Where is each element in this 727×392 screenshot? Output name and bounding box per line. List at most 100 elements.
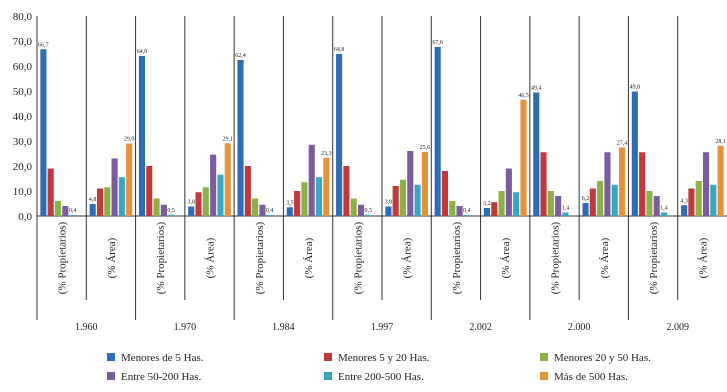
x-group-label: 2.002 <box>469 322 492 333</box>
bar <box>308 144 315 216</box>
bar <box>520 99 527 216</box>
legend-label: Entre 200-500 Has. <box>338 371 424 383</box>
bar <box>343 166 350 216</box>
data-label: 3,8 <box>188 200 196 206</box>
data-label: 64,0 <box>137 49 148 55</box>
bar <box>618 147 626 216</box>
bar <box>717 145 724 216</box>
x-category-label: (% Propietarios) <box>155 221 167 294</box>
bar <box>217 174 224 216</box>
x-category-label: (% Área) <box>697 237 709 278</box>
data-label: 0,5 <box>167 208 175 214</box>
bar <box>224 143 231 216</box>
x-group-label: 1.984 <box>272 322 295 333</box>
data-label: 62,4 <box>235 53 246 59</box>
legend-swatch <box>540 353 548 361</box>
y-tick-label: 20,0 <box>13 161 33 173</box>
bar <box>414 184 421 216</box>
bar <box>168 214 175 216</box>
bar <box>104 187 111 216</box>
x-category-label: (% Propietarios) <box>550 221 562 294</box>
bar <box>604 152 611 216</box>
bar <box>294 191 301 216</box>
bar <box>441 171 449 216</box>
x-category-label: (% Área) <box>303 237 315 278</box>
y-tick-label: 30,0 <box>13 136 33 148</box>
bar <box>562 212 569 216</box>
bar <box>653 196 660 216</box>
data-label: 4,3 <box>680 198 688 204</box>
bar <box>153 198 160 216</box>
bar <box>244 166 251 216</box>
y-tick-label: 60,0 <box>13 61 33 73</box>
data-label: 49,4 <box>531 86 542 92</box>
legend-label: Menores 20 y 50 Has. <box>554 352 651 364</box>
x-category-label: (% Propietarios) <box>57 221 69 294</box>
bar <box>237 60 244 216</box>
bar <box>681 205 688 216</box>
bar <box>252 198 259 216</box>
bar <box>547 191 554 216</box>
y-tick-label: 80,0 <box>13 11 33 23</box>
bar <box>589 188 596 216</box>
bar <box>202 187 209 216</box>
data-label: 67,6 <box>432 40 443 46</box>
data-label: 0,4 <box>463 208 471 214</box>
data-label: 29,0 <box>124 137 135 143</box>
bar <box>62 206 69 216</box>
data-label: 1,4 <box>660 206 668 212</box>
data-label: 46,5 <box>518 93 529 99</box>
data-label: 3,5 <box>286 200 294 206</box>
bar <box>702 152 710 216</box>
x-category-label: (% Propietarios) <box>254 221 266 294</box>
bar <box>385 206 392 216</box>
data-label: 3,8 <box>385 200 393 206</box>
bar <box>138 56 146 216</box>
bar <box>533 92 540 216</box>
y-tick-label: 40,0 <box>13 111 33 123</box>
bar <box>40 49 47 216</box>
x-group-label: 1.970 <box>174 322 197 333</box>
data-label: 6,2 <box>582 196 590 202</box>
bar <box>513 192 520 216</box>
bar <box>210 154 217 216</box>
x-category-label: (% Propietarios) <box>648 221 660 294</box>
data-label: 25,6 <box>420 145 431 151</box>
legend-swatch <box>107 353 115 361</box>
y-tick-label: 70,0 <box>13 36 33 48</box>
y-tick-label: 0,0 <box>18 211 32 223</box>
bar <box>146 166 153 216</box>
bar <box>611 184 618 216</box>
bar <box>463 215 470 216</box>
bar <box>399 179 407 216</box>
bar <box>126 143 133 216</box>
data-label: 23,3 <box>321 151 332 157</box>
bar <box>695 181 702 216</box>
bar <box>323 157 330 216</box>
bar <box>498 191 505 216</box>
data-label: 49,8 <box>630 85 641 91</box>
bar <box>54 201 62 216</box>
bar <box>660 212 668 216</box>
x-group-label: 1.997 <box>371 322 394 333</box>
bar <box>69 215 76 216</box>
bar <box>392 186 399 216</box>
data-label: 3,2 <box>483 201 491 207</box>
bar <box>357 204 365 216</box>
bar <box>483 208 491 216</box>
bar <box>89 204 96 216</box>
bar <box>286 207 293 216</box>
x-group-label: 2.000 <box>568 322 591 333</box>
legend-swatch <box>107 372 115 380</box>
bar <box>449 201 456 216</box>
bar <box>407 151 414 216</box>
bar <box>259 204 266 216</box>
data-label: 27,4 <box>617 141 628 147</box>
data-label: 0,4 <box>69 208 77 214</box>
bar <box>639 152 646 216</box>
data-label: 0,5 <box>365 208 373 214</box>
bar <box>646 191 653 216</box>
bar <box>188 206 195 216</box>
legend-label: Entre 50-200 Has. <box>121 371 202 383</box>
